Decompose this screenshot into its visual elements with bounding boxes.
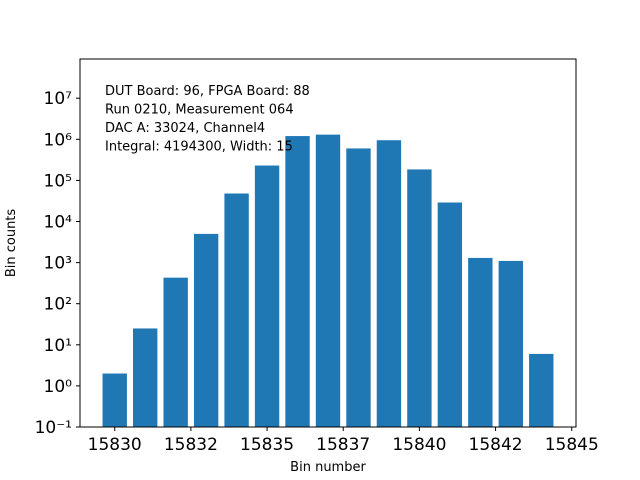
annotation: DAC A: 33024, Channel4 xyxy=(105,121,265,136)
bar xyxy=(376,140,402,427)
x-axis-label: Bin number xyxy=(290,460,366,475)
y-tick-label: 10⁶ xyxy=(44,130,73,150)
bar xyxy=(315,134,341,427)
annotation: Integral: 4194300, Width: 15 xyxy=(105,140,293,155)
plot-frame xyxy=(79,58,577,428)
bar xyxy=(133,328,158,427)
bar xyxy=(407,169,432,427)
x-tick-label: 15832 xyxy=(164,435,218,455)
y-tick-label: 10⁴ xyxy=(44,213,73,233)
x-tick-label: 15845 xyxy=(545,435,599,455)
annotation: Run 0210, Measurement 064 xyxy=(105,103,294,118)
bar xyxy=(102,373,127,427)
y-tick-label: 10⁷ xyxy=(44,89,73,109)
bar xyxy=(163,277,188,427)
x-tick-label: 15837 xyxy=(316,435,370,455)
bar xyxy=(224,193,249,427)
y-tick-label: 10² xyxy=(44,295,72,315)
bar xyxy=(529,353,554,427)
bar xyxy=(193,233,219,427)
y-tick-label: 10⁵ xyxy=(44,171,72,191)
y-tick-label: 10⁰ xyxy=(44,377,73,397)
y-tick-label: 10³ xyxy=(44,254,72,274)
annotation: DUT Board: 96, FPGA Board: 88 xyxy=(105,84,310,99)
y-tick-label: 10¹ xyxy=(44,336,72,356)
x-tick-label: 15842 xyxy=(469,435,523,455)
y-tick-label: 10⁻¹ xyxy=(35,418,72,438)
bar xyxy=(498,260,523,427)
x-tick-label: 15840 xyxy=(392,435,446,455)
bar xyxy=(468,257,493,427)
bar xyxy=(254,165,280,427)
x-tick-label: 15830 xyxy=(88,435,142,455)
bar xyxy=(437,202,463,427)
y-axis-label: Bin counts xyxy=(4,209,19,278)
bar xyxy=(346,148,371,427)
bar xyxy=(285,136,310,427)
x-tick-label: 15835 xyxy=(240,435,294,455)
